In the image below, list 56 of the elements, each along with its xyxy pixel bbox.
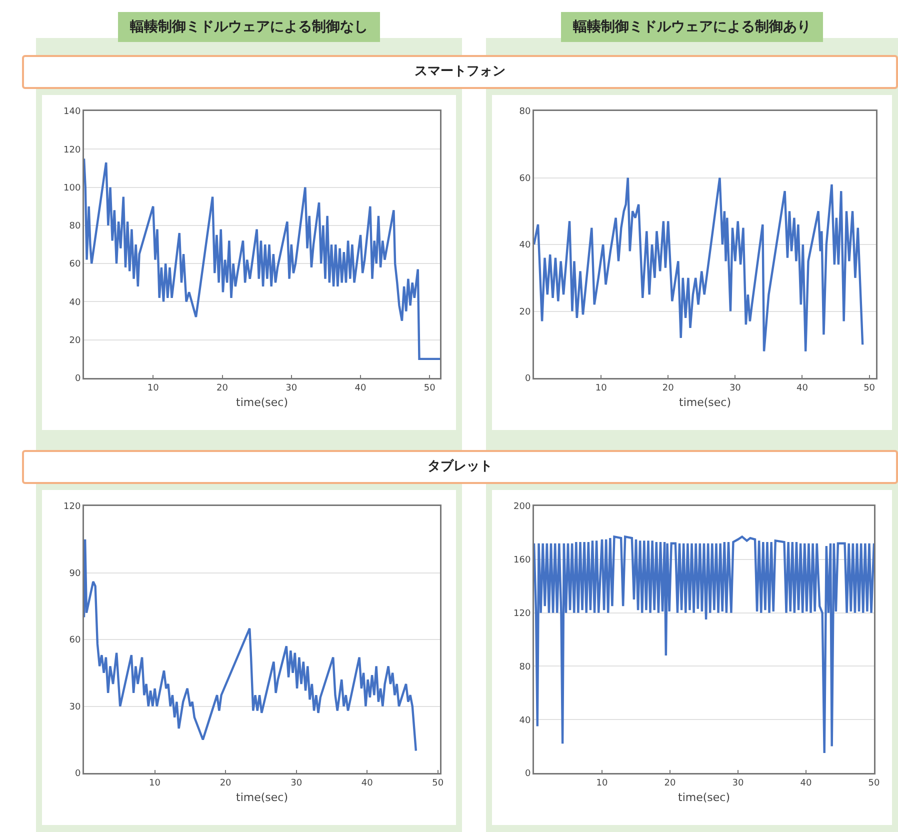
y-tick-label: 40: [519, 716, 531, 726]
x-tick-label: 20: [662, 383, 674, 394]
y-tick-label: 80: [69, 222, 81, 232]
y-tick-label: 40: [519, 240, 531, 251]
y-tick-label: 160: [514, 556, 531, 566]
line-series: [84, 158, 440, 360]
y-tick-label: 0: [524, 769, 531, 780]
y-tick-label: 90: [69, 568, 81, 579]
x-tick-label: 30: [732, 778, 744, 788]
x-tick-label: 40: [361, 778, 374, 788]
chart-title: 輻輳制御ミドルウェアによる制御なし: [118, 12, 380, 42]
x-tick-label: 30: [729, 383, 742, 394]
y-tick-label: 60: [519, 174, 531, 184]
x-tick-label: 40: [796, 383, 808, 394]
x-axis-title: time(sec): [679, 396, 731, 410]
x-tick-label: 20: [216, 383, 228, 394]
chart-subtitle: スマートフォン: [22, 55, 898, 89]
y-tick-label: 140: [64, 107, 81, 118]
x-tick-label: 10: [596, 778, 608, 788]
x-tick-label: 50: [868, 778, 880, 788]
x-tick-label: 30: [290, 778, 302, 788]
y-tick-label: 0: [74, 769, 81, 780]
y-tick-label: 30: [69, 702, 81, 712]
y-tick-label: 120: [64, 145, 81, 156]
line-series: [534, 536, 874, 754]
y-tick-label: 40: [69, 298, 81, 308]
y-tick-label: 60: [69, 260, 81, 270]
x-tick-label: 50: [424, 383, 436, 394]
x-axis-title: time(sec): [678, 791, 730, 804]
y-tick-label: 0: [74, 374, 81, 384]
y-tick-label: 100: [64, 183, 81, 194]
line-series: [84, 538, 418, 752]
chart-subtitle: タブレット: [22, 450, 898, 484]
y-tick-label: 80: [519, 662, 531, 672]
y-tick-label: 80: [519, 107, 531, 118]
line-series: [534, 176, 864, 352]
y-tick-label: 0: [524, 374, 531, 384]
y-tick-label: 20: [69, 336, 81, 346]
x-tick-label: 50: [864, 383, 876, 394]
x-tick-label: 40: [800, 778, 812, 788]
x-tick-label: 10: [147, 383, 160, 394]
y-tick-label: 120: [64, 502, 81, 512]
x-tick-label: 30: [286, 383, 298, 394]
x-tick-label: 50: [432, 778, 444, 788]
x-axis-title: time(sec): [236, 791, 288, 804]
y-tick-label: 120: [514, 608, 531, 619]
y-tick-label: 200: [514, 502, 531, 512]
x-tick-label: 10: [149, 778, 161, 788]
x-tick-label: 40: [354, 383, 366, 394]
y-tick-label: 60: [69, 636, 81, 646]
x-axis-title: time(sec): [236, 396, 288, 410]
x-tick-label: 20: [664, 778, 676, 788]
x-tick-label: 20: [220, 778, 232, 788]
y-tick-label: 20: [519, 307, 531, 318]
chart-title: 輻輳制御ミドルウェアによる制御あり: [561, 12, 823, 42]
x-tick-label: 10: [595, 383, 608, 394]
